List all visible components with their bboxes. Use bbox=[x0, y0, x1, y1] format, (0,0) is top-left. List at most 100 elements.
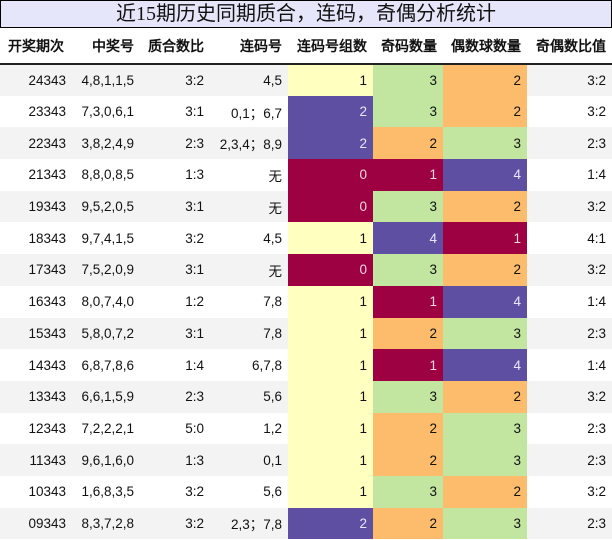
cell-prime-ratio: 3:2 bbox=[140, 475, 210, 508]
cell-odd-even-ratio: 3:2 bbox=[527, 64, 612, 96]
cell-groups: 0 bbox=[288, 159, 373, 191]
cell-even: 4 bbox=[443, 159, 527, 191]
header-period: 开奖期次 bbox=[0, 28, 72, 65]
cell-period: 17343 bbox=[0, 254, 72, 286]
cell-odd: 3 bbox=[373, 254, 443, 286]
cell-groups: 2 bbox=[288, 127, 373, 160]
cell-period: 23343 bbox=[0, 95, 72, 128]
cell-prime-ratio: 3:1 bbox=[140, 317, 210, 350]
cell-period: 14343 bbox=[0, 349, 72, 381]
table-row: 11343 9,6,1,6,0 1:3 0,1 1 2 3 2:3 bbox=[0, 444, 612, 476]
cell-even: 4 bbox=[443, 285, 527, 318]
cell-odd: 3 bbox=[373, 190, 443, 223]
cell-prime-ratio: 3:1 bbox=[140, 254, 210, 286]
cell-prime-ratio: 1:3 bbox=[140, 159, 210, 191]
cell-prime-ratio: 3:2 bbox=[140, 507, 210, 540]
cell-period: 24343 bbox=[0, 64, 72, 96]
cell-groups: 1 bbox=[288, 444, 373, 476]
cell-period: 15343 bbox=[0, 317, 72, 350]
cell-odd: 2 bbox=[373, 507, 443, 540]
cell-odd-even-ratio: 3:2 bbox=[527, 190, 612, 223]
cell-consecutive: 无 bbox=[210, 190, 288, 223]
header-numbers: 中奖号 bbox=[72, 28, 140, 65]
cell-period: 21343 bbox=[0, 159, 72, 191]
table-row: 13343 6,6,1,5,9 2:3 5,6 1 3 2 3:2 bbox=[0, 380, 612, 413]
cell-numbers: 8,0,7,4,0 bbox=[72, 285, 140, 318]
cell-odd-even-ratio: 1:4 bbox=[527, 285, 612, 318]
cell-consecutive: 6,7,8 bbox=[210, 349, 288, 381]
cell-even: 2 bbox=[443, 95, 527, 128]
cell-numbers: 1,6,8,3,5 bbox=[72, 475, 140, 508]
cell-odd: 3 bbox=[373, 475, 443, 508]
cell-period: 19343 bbox=[0, 190, 72, 223]
cell-groups: 1 bbox=[288, 412, 373, 445]
cell-odd-even-ratio: 3:2 bbox=[527, 380, 612, 413]
cell-odd-even-ratio: 2:3 bbox=[527, 127, 612, 160]
table-row: 21343 8,8,0,8,5 1:3 无 0 1 4 1:4 bbox=[0, 159, 612, 191]
header-consecutive: 连码号 bbox=[210, 28, 288, 65]
cell-numbers: 7,5,2,0,9 bbox=[72, 254, 140, 286]
cell-odd-even-ratio: 3:2 bbox=[527, 95, 612, 128]
table-row: 09343 8,3,7,2,8 3:2 2,3；7,8 2 2 3 2:3 bbox=[0, 507, 612, 540]
cell-consecutive: 7,8 bbox=[210, 285, 288, 318]
cell-consecutive: 4,5 bbox=[210, 64, 288, 96]
cell-prime-ratio: 3:1 bbox=[140, 190, 210, 223]
header-prime-ratio: 质合数比 bbox=[140, 28, 210, 65]
cell-consecutive: 4,5 bbox=[210, 222, 288, 255]
cell-numbers: 5,8,0,7,2 bbox=[72, 317, 140, 350]
cell-groups: 2 bbox=[288, 95, 373, 128]
cell-even: 1 bbox=[443, 222, 527, 255]
table-row: 19343 9,5,2,0,5 3:1 无 0 3 2 3:2 bbox=[0, 190, 612, 223]
cell-groups: 1 bbox=[288, 475, 373, 508]
table-row: 23343 7,3,0,6,1 3:1 0,1；6,7 2 3 2 3:2 bbox=[0, 95, 612, 128]
cell-numbers: 9,7,4,1,5 bbox=[72, 222, 140, 255]
cell-odd-even-ratio: 4:1 bbox=[527, 222, 612, 255]
cell-even: 3 bbox=[443, 412, 527, 445]
header-row: 开奖期次 中奖号 质合数比 连码号 连码号组数 奇码数量 偶数球数量 奇偶数比值 bbox=[0, 28, 612, 65]
cell-odd: 1 bbox=[373, 285, 443, 318]
cell-odd-even-ratio: 1:4 bbox=[527, 349, 612, 381]
cell-odd-even-ratio: 2:3 bbox=[527, 444, 612, 476]
cell-odd-even-ratio: 3:2 bbox=[527, 254, 612, 286]
cell-groups: 1 bbox=[288, 222, 373, 255]
cell-consecutive: 5,6 bbox=[210, 475, 288, 508]
cell-odd: 2 bbox=[373, 412, 443, 445]
cell-groups: 1 bbox=[288, 64, 373, 96]
cell-groups: 0 bbox=[288, 254, 373, 286]
table-row: 17343 7,5,2,0,9 3:1 无 0 3 2 3:2 bbox=[0, 254, 612, 286]
cell-numbers: 3,8,2,4,9 bbox=[72, 127, 140, 160]
cell-prime-ratio: 1:2 bbox=[140, 285, 210, 318]
cell-numbers: 8,8,0,8,5 bbox=[72, 159, 140, 191]
cell-odd-even-ratio: 3:2 bbox=[527, 475, 612, 508]
cell-period: 11343 bbox=[0, 444, 72, 476]
cell-numbers: 7,3,0,6,1 bbox=[72, 95, 140, 128]
cell-odd-even-ratio: 2:3 bbox=[527, 317, 612, 350]
table-row: 14343 6,8,7,8,6 1:4 6,7,8 1 1 4 1:4 bbox=[0, 349, 612, 381]
table-title: 近15期历史同期质合，连码，奇偶分析统计 bbox=[0, 0, 612, 28]
cell-period: 10343 bbox=[0, 475, 72, 508]
cell-odd: 3 bbox=[373, 380, 443, 413]
cell-odd: 3 bbox=[373, 64, 443, 96]
cell-groups: 1 bbox=[288, 285, 373, 318]
cell-groups: 1 bbox=[288, 317, 373, 350]
cell-consecutive: 7,8 bbox=[210, 317, 288, 350]
cell-consecutive: 无 bbox=[210, 159, 288, 191]
cell-even: 3 bbox=[443, 317, 527, 350]
cell-prime-ratio: 3:2 bbox=[140, 64, 210, 96]
cell-even: 2 bbox=[443, 475, 527, 508]
cell-odd: 4 bbox=[373, 222, 443, 255]
table-row: 22343 3,8,2,4,9 2:3 2,3,4；8,9 2 2 3 2:3 bbox=[0, 127, 612, 160]
cell-even: 2 bbox=[443, 380, 527, 413]
cell-even: 2 bbox=[443, 64, 527, 96]
cell-numbers: 7,2,2,2,1 bbox=[72, 412, 140, 445]
stats-table: 开奖期次 中奖号 质合数比 连码号 连码号组数 奇码数量 偶数球数量 奇偶数比值… bbox=[0, 28, 612, 540]
cell-even: 4 bbox=[443, 349, 527, 381]
cell-prime-ratio: 3:2 bbox=[140, 222, 210, 255]
cell-period: 18343 bbox=[0, 222, 72, 255]
table-row: 18343 9,7,4,1,5 3:2 4,5 1 4 1 4:1 bbox=[0, 222, 612, 255]
cell-odd: 2 bbox=[373, 444, 443, 476]
cell-consecutive: 无 bbox=[210, 254, 288, 286]
cell-numbers: 4,8,1,1,5 bbox=[72, 64, 140, 96]
cell-consecutive: 2,3；7,8 bbox=[210, 507, 288, 540]
cell-odd: 1 bbox=[373, 159, 443, 191]
